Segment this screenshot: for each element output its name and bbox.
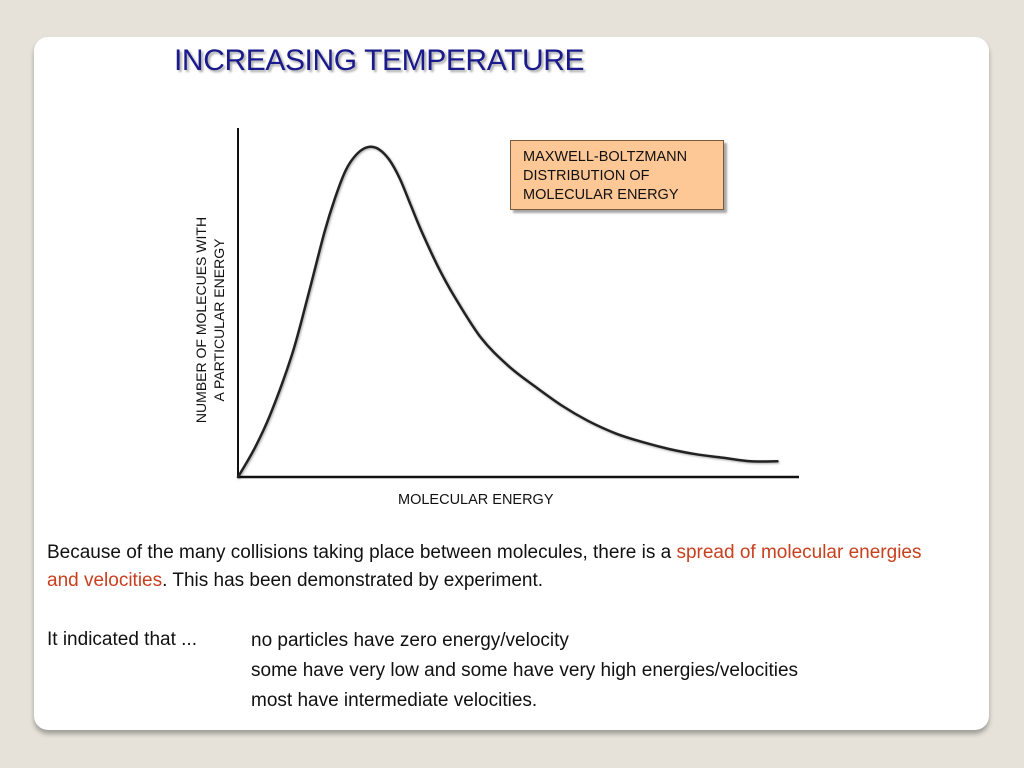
indication-item: some have very low and some have very hi… <box>251 660 799 681</box>
y-axis-label: NUMBER OF MOLECUES WITH A PARTICULAR ENE… <box>192 190 228 450</box>
indication-list: no particles have zero energy/velocity s… <box>251 626 798 716</box>
explanation-paragraph: Because of the many collisions taking pl… <box>47 539 947 595</box>
indication-item: most have intermediate velocities. <box>251 690 538 711</box>
legend-line2: DISTRIBUTION OF <box>523 168 650 184</box>
legend-box: MAXWELL-BOLTZMANN DISTRIBUTION OF MOLECU… <box>510 140 724 210</box>
distribution-curve <box>236 145 779 479</box>
legend-line1: MAXWELL-BOLTZMANN <box>523 149 688 165</box>
paragraph-text-start: Because of the many collisions taking pl… <box>47 542 677 563</box>
legend-line3: MOLECULAR ENERGY <box>523 187 679 203</box>
slide-title: INCREASING TEMPERATURE <box>174 44 585 77</box>
indication-label: It indicated that ... <box>47 629 197 650</box>
x-axis-label: MOLECULAR ENERGY <box>398 492 554 508</box>
y-axis-label-line1: NUMBER OF MOLECUES WITH <box>193 216 209 424</box>
paragraph-text-end: . This has been demonstrated by experime… <box>162 570 544 591</box>
paragraph-highlight: spread of molecular energies and velocit… <box>47 542 922 591</box>
indication-item: no particles have zero energy/velocity <box>251 630 569 651</box>
y-axis-label-line2: A PARTICULAR ENERGY <box>211 238 227 402</box>
